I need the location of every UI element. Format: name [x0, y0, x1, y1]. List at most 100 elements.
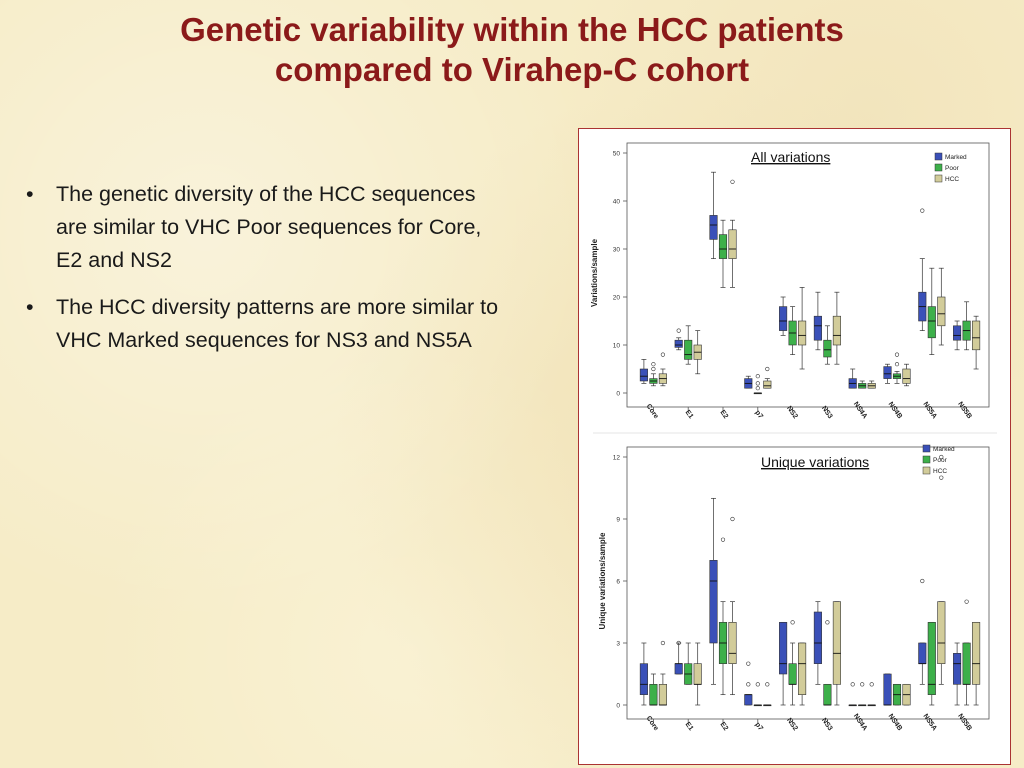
chart-2-box-p7-hcc-outlier-0 [765, 682, 770, 687]
chart-2-category-label-7: NS4B [887, 713, 903, 732]
chart-2-legend-swatch-poor [922, 455, 931, 464]
chart-2-box-ns5a-hcc [937, 601, 946, 664]
chart-2-category-label-0: Core [645, 715, 660, 732]
chart-1-legend-swatch-hcc [934, 174, 943, 183]
chart-2-box-e2-poor-outlier-0 [720, 537, 726, 542]
chart-1-group: 0 10 20 30 40 50 Variations/sample All variatio… [590, 142, 990, 420]
chart-2-box-core-marked [639, 663, 648, 695]
chart-1-box-ns3-poor [823, 339, 832, 358]
chart-1-box-ns4b-hcc [902, 368, 911, 384]
chart-2-box-ns3-poor [823, 684, 832, 706]
chart-2-category-label-9: NS5B [956, 713, 972, 732]
chart-1-title: All variations [751, 149, 830, 165]
chart-1-category-label-8: NS5A [921, 401, 937, 420]
chart-2-box-ns3-marked [813, 611, 822, 664]
chart-1-legend-label-marked: Marked [945, 154, 967, 161]
chart-2-title: Unique variations [761, 454, 869, 470]
chart-1-category-label-3: p7 [753, 409, 763, 420]
chart-1-box-p7-poor-outlier-0 [755, 386, 760, 391]
chart-2-box-ns5a-hcc-outlier-1 [939, 454, 944, 460]
chart-1-box-ns5a-hcc [937, 296, 946, 327]
chart-2-category-label-1: E1 [684, 721, 695, 732]
chart-2-box-e1-marked-outlier-0 [676, 640, 681, 646]
chart-2-box-ns3-poor-outlier-0 [825, 620, 830, 625]
chart-1-legend-label-poor: Poor [945, 165, 960, 172]
bullet-marker: • [26, 182, 34, 206]
chart-1-box-ns5b-marked [953, 325, 962, 341]
chart-2-box-ns5b-marked [953, 653, 962, 685]
chart-2-ylabel: Unique variations/sample [598, 532, 607, 629]
chart-2-box-ns4a-marked-outlier-0 [850, 682, 855, 687]
chart-2-box-e2-hcc [728, 622, 737, 664]
chart-1-category-label-7: NS4B [887, 401, 903, 420]
chart-1-ytick-label-5: 50 [613, 151, 621, 158]
slide-title: Genetic variability within the HCC patie… [60, 10, 964, 90]
chart-2-box-ns5a-poor [927, 622, 936, 695]
chart-1-box-e1-poor [684, 339, 693, 360]
chart-2-box-ns3-hcc [832, 601, 841, 685]
chart-1-box-ns2-hcc [798, 320, 807, 346]
chart-2-box-ns5b-poor [962, 642, 971, 685]
chart-2-ytick-label-1: 3 [616, 641, 620, 648]
chart-2-legend-swatch-hcc [922, 466, 931, 475]
chart-2-legend-swatch-marked [922, 444, 931, 453]
chart-1-box-ns2-marked [779, 306, 788, 331]
chart-2-box-p7-marked [744, 694, 753, 706]
chart-2-box-ns4b-marked [883, 673, 892, 706]
slide-title-line1: Genetic variability within the HCC patie… [180, 11, 844, 48]
chart-2-box-p7-poor-outlier-0 [755, 682, 760, 687]
chart-2-box-ns5a-hcc-outlier-0 [939, 475, 944, 480]
bullet-item-2: • The HCC diversity patterns are more si… [24, 291, 504, 357]
chart-1-category-label-0: Core [645, 403, 660, 420]
chart-1-box-p7-poor-outlier-2 [755, 374, 760, 379]
chart-1-box-e2-hcc-outlier-0 [730, 179, 735, 184]
chart-1-category-label-6: NS4A [852, 401, 868, 420]
chart-1-box-e2-hcc [728, 229, 737, 259]
bullet-text-2: The HCC diversity patterns are more simi… [56, 295, 499, 352]
chart-2-box-ns5b-hcc [972, 622, 981, 685]
chart-2-box-e2-hcc-outlier-0 [730, 516, 735, 522]
chart-2-box-ns5b-poor-outlier-0 [964, 599, 969, 604]
chart-1-box-p7-hcc-outlier-0 [765, 366, 770, 372]
chart-1-axes-frame [626, 142, 990, 408]
figure-frame: 0 10 20 30 40 50 Variations/sample All variatio… [578, 128, 1011, 765]
chart-1-box-ns4b-marked [883, 366, 892, 379]
chart-1-box-e1-marked-outlier-0 [676, 328, 681, 333]
chart-2-category-label-3: p7 [753, 721, 763, 732]
chart-2-ytick-label-3: 9 [616, 517, 620, 524]
chart-2-box-core-poor [649, 684, 658, 706]
chart-2-box-core-hcc-outlier-0 [660, 640, 665, 646]
chart-2-legend-label-poor: Poor [933, 457, 948, 464]
chart-1-ytick-label-2: 20 [613, 295, 621, 302]
chart-2-ytick-label-0: 0 [616, 703, 620, 710]
chart-2-box-ns2-poor-outlier-0 [790, 620, 795, 625]
chart-1-box-p7-hcc [763, 380, 772, 389]
chart-1-ytick-label-3: 30 [613, 247, 621, 254]
chart-1-legend-label-hcc: HCC [945, 176, 959, 183]
chart-1-ytick-label-0: 0 [616, 391, 620, 398]
chart-1-box-e2-poor [718, 234, 728, 259]
chart-1-box-core-poor-outlier-1 [651, 362, 656, 367]
chart-1-box-ns3-hcc [832, 315, 841, 346]
chart-1-box-p7-poor-outlier-1 [755, 381, 760, 386]
chart-1-category-label-9: NS5B [956, 401, 972, 420]
chart-1-box-e1-marked [674, 339, 683, 348]
chart-1-box-core-marked [639, 368, 648, 382]
chart-2-box-ns2-marked [779, 622, 788, 675]
chart-1-ylabel: Variations/sample [590, 238, 599, 307]
chart-1-box-core-hcc-outlier-0 [660, 352, 665, 357]
chart-2-box-p7-marked-outlier-0 [746, 682, 751, 687]
chart-2-box-ns2-hcc [798, 642, 807, 695]
chart-1-box-e2-marked [709, 215, 718, 240]
chart-2-box-p7-marked-outlier-1 [746, 661, 751, 666]
chart-2-box-e2-marked [709, 560, 718, 644]
chart-1-legend-swatch-marked [934, 152, 943, 161]
chart-2-box-ns5a-marked [918, 642, 927, 664]
chart-2-ytick-label-2: 6 [616, 579, 620, 586]
chart-2-category-label-6: NS4A [852, 713, 868, 732]
bullet-list: • The genetic diversity of the HCC seque… [24, 178, 504, 371]
chart-2-box-ns4a-hcc-outlier-0 [869, 682, 874, 687]
chart-2-category-label-8: NS5A [921, 713, 937, 732]
chart-1-box-ns4b-poor-outlier-1 [894, 352, 900, 357]
